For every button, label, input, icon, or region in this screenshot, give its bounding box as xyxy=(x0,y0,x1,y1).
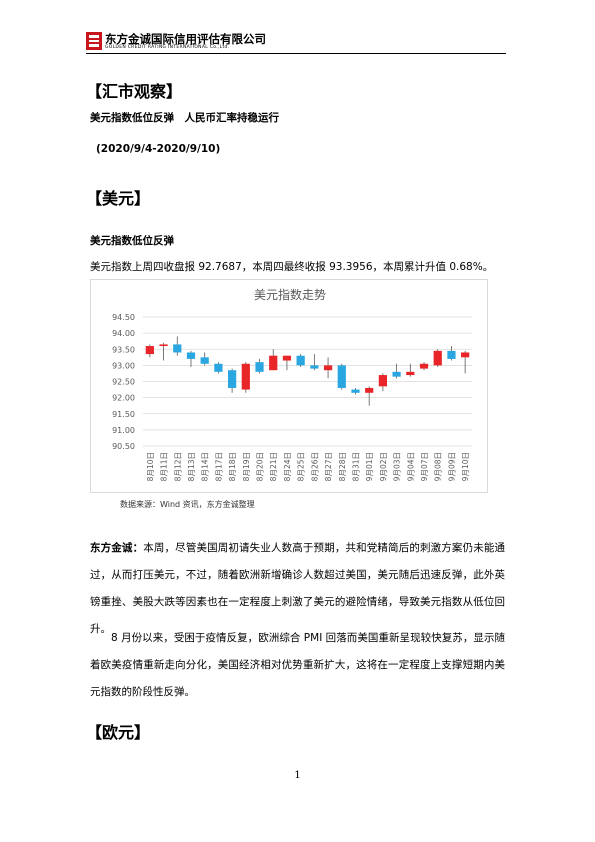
x-tick-label: 8月28日 xyxy=(338,452,347,481)
chart-source: 数据来源：Wind 资讯，东方金诚整理 xyxy=(120,500,255,509)
y-tick-label: 93.00 xyxy=(112,361,135,370)
chart: 美元指数走势 90.50 91.00 91.50 92.00 92.50 93.00 93.… xyxy=(90,279,488,493)
x-tick-label: 8月12日 xyxy=(173,452,182,481)
usd-subheading: 美元指数低位反弹 xyxy=(90,235,174,247)
section-title: 【汇市观察】 xyxy=(86,82,183,101)
x-tick-label: 8月25日 xyxy=(297,452,306,481)
x-tick-label: 8月14日 xyxy=(201,452,210,481)
x-tick-label: 9月07日 xyxy=(420,452,429,481)
candle-body xyxy=(337,365,346,388)
x-tick-label: 9月02日 xyxy=(379,452,388,481)
x-tick-label: 8月24日 xyxy=(283,452,292,481)
y-tick-label: 92.50 xyxy=(112,378,135,387)
comment-text: 本周，尽管美国周初请失业人数高于预期，共和党精简后的刺激方案仍未能通过，从而打压… xyxy=(90,542,506,635)
candle-body xyxy=(227,370,237,388)
candle-body xyxy=(282,355,292,361)
x-tick-label: 8月26日 xyxy=(310,452,319,481)
candle-body xyxy=(159,344,168,347)
candle-body xyxy=(392,371,401,377)
candle-body xyxy=(406,371,415,376)
usd-comment: 东方金诚：本周，尽管美国周初请失业人数高于预期，共和党精简后的刺激方案仍未能通过… xyxy=(90,535,505,643)
x-tick-label: 8月19日 xyxy=(242,452,251,481)
logo xyxy=(86,32,102,50)
chart-frame xyxy=(90,279,488,493)
candle-body xyxy=(433,350,442,366)
headline: 美元指数低位反弹 人民币汇率持稳运行 xyxy=(90,112,279,124)
company-name-en: GOLDEN CREDIT RATING INTERNATIONAL Co.,L… xyxy=(105,45,230,50)
candle-body xyxy=(447,350,456,359)
candle-body xyxy=(186,352,196,359)
x-tick-label: 8月17日 xyxy=(214,452,223,481)
company-name: 东方金诚国际信用评估有限公司 xyxy=(105,32,266,46)
candle-body xyxy=(255,362,264,372)
usd-paragraph: 8 月份以来，受困于疫情反复，欧洲综合 PMI 回落而美国重新呈现较快复苏，显示… xyxy=(90,632,505,698)
chart-title: 美元指数走势 xyxy=(254,287,326,302)
candle-body xyxy=(351,389,360,393)
x-tick-label: 8月20日 xyxy=(256,452,265,481)
candle-body xyxy=(145,346,154,355)
x-tick-label: 9月04日 xyxy=(406,452,415,481)
y-tick-label: 91.50 xyxy=(112,410,135,419)
usd-intro: 美元指数上周四收盘报 92.7687，本周四最终收报 93.3956，本周累计升… xyxy=(90,261,494,273)
y-tick-label: 91.00 xyxy=(112,426,135,435)
candle-body xyxy=(296,355,305,366)
candle-body xyxy=(419,363,429,369)
x-tick-label: 8月11日 xyxy=(160,452,169,481)
y-tick-label: 92.00 xyxy=(112,394,135,403)
page-number: 1 xyxy=(294,770,301,781)
candle-body xyxy=(310,365,319,369)
header-rule xyxy=(86,53,506,54)
candle-body xyxy=(323,365,333,371)
x-tick-label: 8月18日 xyxy=(228,452,237,481)
y-tick-label: 93.50 xyxy=(112,345,135,354)
candle-body xyxy=(173,344,182,353)
x-tick-label: 8月27日 xyxy=(324,452,333,481)
x-tick-label: 9月08日 xyxy=(434,452,443,481)
x-tick-label: 8月31日 xyxy=(351,452,360,481)
y-tick-label: 90.50 xyxy=(112,442,135,451)
candle-body xyxy=(269,355,278,371)
x-tick-label: 8月10日 xyxy=(146,452,155,481)
y-tick-label: 94.00 xyxy=(112,329,135,338)
candle-body xyxy=(214,363,223,372)
x-tick-label: 9月09日 xyxy=(447,452,456,481)
y-tick-label: 94.50 xyxy=(112,313,135,322)
usd-heading: 【美元】 xyxy=(86,189,151,208)
x-tick-label: 9月01日 xyxy=(365,452,374,481)
candle-body xyxy=(461,352,470,358)
x-tick-label: 9月10日 xyxy=(461,452,470,481)
x-tick-label: 8月21日 xyxy=(269,452,278,481)
x-tick-label: 9月03日 xyxy=(393,452,402,481)
eur-heading: 【欧元】 xyxy=(86,723,151,742)
candle-body xyxy=(378,375,388,387)
candle-body xyxy=(365,387,374,393)
candle-body xyxy=(241,363,250,390)
comment-lead: 东方金诚： xyxy=(90,542,144,554)
x-tick-label: 8月13日 xyxy=(187,452,196,481)
candle-body xyxy=(200,357,209,364)
period: (2020/9/4-2020/9/10) xyxy=(96,143,221,155)
